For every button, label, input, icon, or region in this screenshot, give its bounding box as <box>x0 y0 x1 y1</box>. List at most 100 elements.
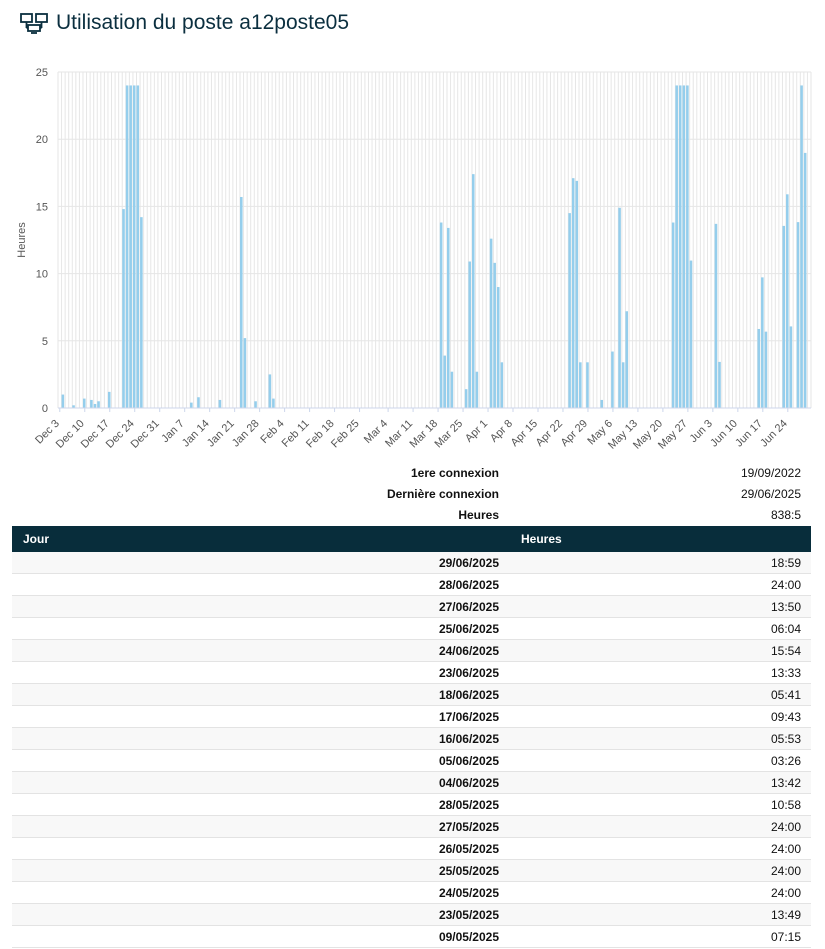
chart-bar[interactable] <box>678 85 682 408</box>
chart-bar[interactable] <box>621 362 625 408</box>
hours-cell: 24:00 <box>770 819 801 834</box>
chart-bar[interactable] <box>129 85 132 408</box>
table-row: 16/06/2025 05:53 <box>12 728 811 750</box>
table-row: 09/05/2025 07:15 <box>12 926 811 948</box>
chart-bar[interactable] <box>90 399 93 408</box>
chart-bar[interactable] <box>93 403 97 408</box>
chart-bar[interactable] <box>190 402 193 408</box>
chart-bar[interactable] <box>568 213 571 408</box>
chart-bar[interactable] <box>471 174 475 408</box>
summary-total-hours: Heures 838:5 <box>12 504 811 525</box>
hours-cell: 13:49 <box>770 907 801 922</box>
x-tick-label: Apr 22 <box>534 418 565 449</box>
summary-panel: 1ere connexion 19/09/2022 Dernière conne… <box>12 462 811 525</box>
day-cell: 24/05/2025 <box>438 885 499 900</box>
summary-value: 29/06/2025 <box>740 486 801 501</box>
y-tick-label: 15 <box>36 201 48 213</box>
chart-bar[interactable] <box>675 85 678 408</box>
chart-bar[interactable] <box>682 85 686 408</box>
hours-cell: 06:04 <box>770 621 801 636</box>
chart-bar[interactable] <box>468 261 471 408</box>
x-tick-label: Jun 17 <box>733 418 765 450</box>
chart-bar[interactable] <box>489 238 493 408</box>
column-header-hours[interactable]: Heures <box>521 532 562 546</box>
hours-cell: 24:00 <box>770 841 801 856</box>
day-cell: 26/05/2025 <box>438 841 499 856</box>
chart-bar[interactable] <box>140 217 143 408</box>
chart-bar[interactable] <box>686 85 689 408</box>
chart-bar[interactable] <box>796 222 800 408</box>
y-tick-label: 20 <box>36 134 48 146</box>
table-row: 05/06/2025 03:26 <box>12 750 811 772</box>
chart-bar[interactable] <box>496 287 500 408</box>
chart-bar[interactable] <box>611 351 614 408</box>
day-cell: 18/06/2025 <box>438 687 499 702</box>
chart-bar[interactable] <box>243 338 247 408</box>
chart-bar[interactable] <box>757 328 761 408</box>
hours-cell: 18:59 <box>770 555 801 570</box>
chart-bar[interactable] <box>689 260 693 408</box>
table-row: 28/05/2025 10:58 <box>12 794 811 816</box>
chart-bar[interactable] <box>803 152 807 408</box>
hours-cell: 13:33 <box>770 665 801 680</box>
chart-bar[interactable] <box>218 399 222 408</box>
chart-bar[interactable] <box>600 399 604 408</box>
chart-bar[interactable] <box>786 194 789 408</box>
chart-bar[interactable] <box>97 401 100 408</box>
chart-bar[interactable] <box>268 374 272 408</box>
network-computers-icon <box>20 12 48 34</box>
chart-bar[interactable] <box>82 398 86 408</box>
hours-cell: 10:58 <box>770 797 801 812</box>
chart-bar[interactable] <box>450 371 454 408</box>
chart-bar[interactable] <box>671 222 675 408</box>
table-row: 24/06/2025 15:54 <box>12 640 811 662</box>
chart-bar[interactable] <box>254 401 257 408</box>
chart-bar[interactable] <box>571 178 575 408</box>
y-tick-label: 0 <box>42 403 48 415</box>
table-header: Jour Heures <box>12 526 811 552</box>
chart-bar[interactable] <box>125 85 129 408</box>
chart-bar[interactable] <box>439 222 443 408</box>
chart-bar[interactable] <box>107 391 111 408</box>
chart-bar[interactable] <box>618 207 621 408</box>
table-row: 23/06/2025 13:33 <box>12 662 811 684</box>
chart-bar[interactable] <box>575 180 579 408</box>
day-cell: 23/06/2025 <box>438 665 499 680</box>
summary-label: 1ere connexion <box>410 465 499 480</box>
chart-bar[interactable] <box>761 277 764 408</box>
chart-bar[interactable] <box>132 85 136 408</box>
chart-bar[interactable] <box>61 394 65 408</box>
chart-bar[interactable] <box>579 362 582 408</box>
chart-bar[interactable] <box>764 331 768 408</box>
x-tick-label: Mar 25 <box>432 418 465 451</box>
chart-bar[interactable] <box>272 398 275 408</box>
chart-bar[interactable] <box>500 362 504 408</box>
chart-bar[interactable] <box>800 85 803 408</box>
chart-bar[interactable] <box>625 311 628 408</box>
chart-bar[interactable] <box>493 262 496 408</box>
y-axis-title: Heures <box>16 222 28 258</box>
chart-bar[interactable] <box>197 397 200 408</box>
x-tick-label: Jan 14 <box>180 418 212 450</box>
chart-bar[interactable] <box>122 209 125 408</box>
chart-bar[interactable] <box>718 361 721 408</box>
table-row: 18/06/2025 05:41 <box>12 684 811 706</box>
summary-last-connection: Dernière connexion 29/06/2025 <box>12 483 811 504</box>
chart-bar[interactable] <box>446 227 450 408</box>
hours-cell: 24:00 <box>770 885 801 900</box>
chart-bar[interactable] <box>72 405 75 408</box>
y-tick-label: 25 <box>36 67 48 79</box>
chart-bar[interactable] <box>714 223 718 408</box>
column-header-day[interactable]: Jour <box>23 532 50 546</box>
day-cell: 09/05/2025 <box>438 929 499 944</box>
chart-bar[interactable] <box>789 326 793 408</box>
chart-bar[interactable] <box>475 371 479 408</box>
chart-bar[interactable] <box>464 389 468 408</box>
chart-bar[interactable] <box>586 362 589 408</box>
chart-bar[interactable] <box>782 225 786 408</box>
chart-bar[interactable] <box>240 196 243 408</box>
chart-bar[interactable] <box>136 85 140 408</box>
chart-bar[interactable] <box>443 355 446 408</box>
usage-table: Jour Heures 29/06/2025 18:59 28/06/2025 24:… <box>12 526 811 948</box>
